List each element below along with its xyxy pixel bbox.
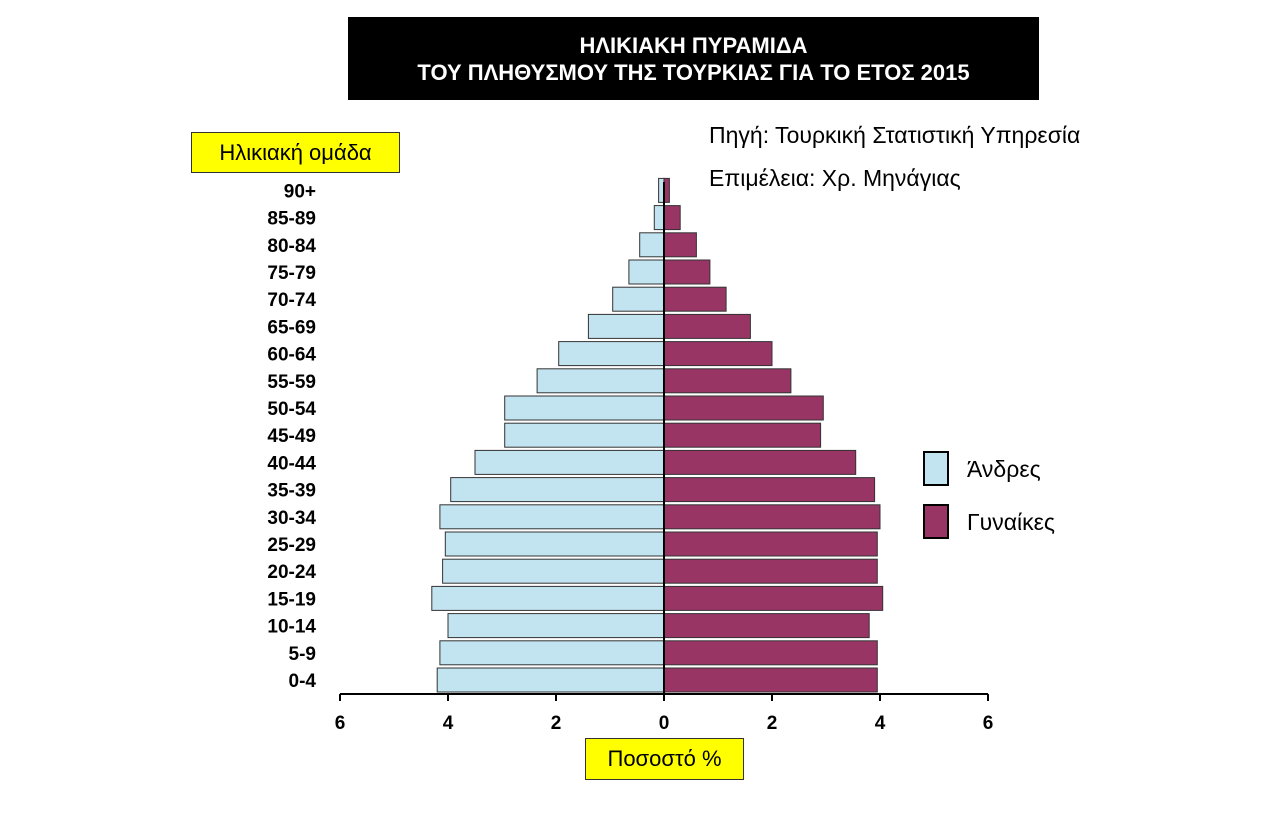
bar-women-5-9: [663, 640, 878, 666]
bar-women-85-89: [663, 205, 681, 231]
bar-men-45-49: [504, 422, 665, 448]
bar-men-0-4: [436, 667, 665, 693]
y-tick-label: 80-84: [267, 236, 316, 257]
x-tick-label: 4: [443, 713, 454, 734]
y-tick-label: 50-54: [267, 399, 316, 420]
bar-men-15-19: [431, 585, 665, 611]
bar-women-30-34: [663, 504, 881, 530]
bar-men-80-84: [639, 232, 665, 258]
bar-men-50-54: [504, 395, 665, 421]
chart-title-line2: ΤΟΥ ΠΛΗΘΥΣΜΟΥ ΤΗΣ ΤΟΥΡΚΙΑΣ ΓΙΑ ΤΟ ΕΤΟΣ 2…: [417, 60, 970, 85]
source-note: Πηγή: Τουρκική Στατιστική Υπηρεσία: [709, 122, 1081, 148]
editor-note: Επιμέλεια: Χρ. Μηνάγιας: [709, 165, 961, 191]
bar-women-15-19: [663, 585, 884, 611]
y-tick-label: 55-59: [267, 372, 316, 393]
bar-men-65-69: [587, 313, 665, 339]
y-tick-label: 5-9: [289, 644, 316, 665]
y-tick-label: 15-19: [267, 589, 316, 610]
y-tick-label: 70-74: [267, 290, 316, 311]
y-axis-label: Ηλικιακή ομάδα: [191, 132, 400, 173]
bar-men-30-34: [439, 504, 665, 530]
bar-men-55-59: [536, 368, 665, 394]
bar-women-70-74: [663, 286, 727, 312]
bar-men-20-24: [442, 558, 665, 584]
x-tick-label: 2: [551, 713, 562, 734]
bar-women-40-44: [663, 449, 857, 475]
y-tick-label: 20-24: [267, 562, 316, 583]
bar-women-80-84: [663, 232, 697, 258]
x-tick-label: 2: [767, 713, 778, 734]
bar-women-20-24: [663, 558, 878, 584]
legend-label-men: Άνδρες: [967, 456, 1041, 482]
y-tick-label: 25-29: [267, 535, 316, 556]
y-tick-label: 60-64: [267, 345, 316, 366]
bar-men-25-29: [444, 531, 665, 557]
bar-men-35-39: [450, 477, 665, 503]
x-tick-label: 0: [659, 713, 670, 734]
bar-men-10-14: [447, 613, 665, 639]
x-tick-label: 4: [875, 713, 886, 734]
bar-men-85-89: [653, 205, 665, 231]
y-tick-label: 0-4: [289, 671, 317, 692]
y-tick-label: 30-34: [267, 508, 316, 529]
x-tick-label: 6: [335, 713, 346, 734]
bar-women-45-49: [663, 422, 822, 448]
y-tick-label: 35-39: [267, 481, 316, 502]
bar-women-60-64: [663, 341, 773, 367]
x-axis-label: Ποσοστό %: [585, 738, 744, 780]
y-tick-label: 85-89: [267, 209, 316, 230]
bar-women-35-39: [663, 477, 876, 503]
bar-women-50-54: [663, 395, 824, 421]
y-tick-label: 40-44: [267, 453, 316, 474]
legend-swatch-women: [923, 504, 949, 539]
bar-men-60-64: [558, 341, 665, 367]
legend-swatch-men: [923, 451, 949, 486]
bar-men-5-9: [439, 640, 665, 666]
x-tick-label: 6: [983, 713, 994, 734]
bar-men-75-79: [628, 259, 665, 285]
bar-women-55-59: [663, 368, 792, 394]
chart-title-box: ΗΛΙΚΙΑΚΗ ΠΥΡΑΜΙΔΑ ΤΟΥ ΠΛΗΘΥΣΜΟΥ ΤΗΣ ΤΟΥΡ…: [348, 17, 1039, 100]
y-tick-label: 45-49: [267, 426, 316, 447]
bar-women-10-14: [663, 613, 870, 639]
y-tick-label: 90+: [284, 181, 316, 202]
bar-men-40-44: [474, 449, 665, 475]
y-tick-label: 65-69: [267, 317, 316, 338]
legend-label-women: Γυναίκες: [967, 509, 1055, 535]
y-tick-label: 75-79: [267, 263, 316, 284]
bar-men-70-74: [612, 286, 665, 312]
bar-women-75-79: [663, 259, 711, 285]
bar-women-0-4: [663, 667, 878, 693]
bar-women-25-29: [663, 531, 878, 557]
y-tick-label: 10-14: [267, 617, 316, 638]
chart-title-line1: ΗΛΙΚΙΑΚΗ ΠΥΡΑΜΙΔΑ: [579, 33, 808, 58]
bar-women-65-69: [663, 313, 751, 339]
